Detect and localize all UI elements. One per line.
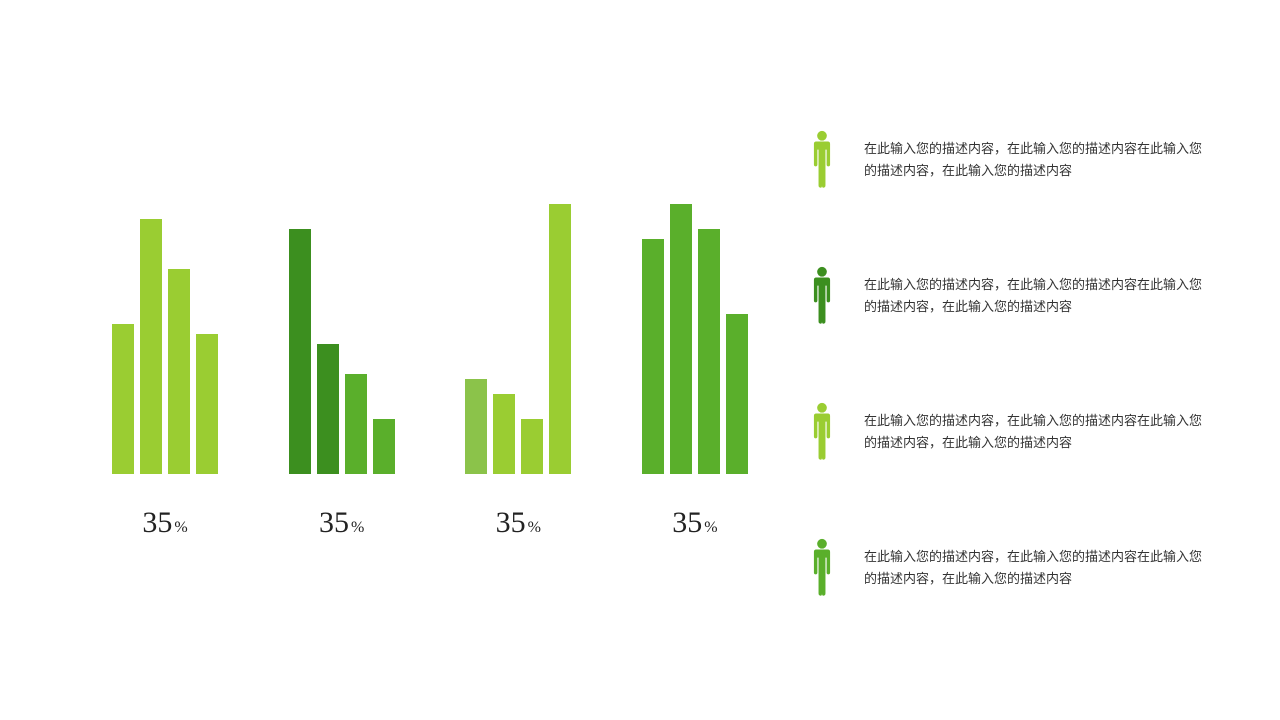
legend-row-0: 在此输入您的描述内容，在此输入您的描述内容在此输入您的描述内容，在此输入您的描述… — [808, 130, 1228, 190]
bar — [140, 219, 162, 474]
bar — [317, 344, 339, 474]
bar — [493, 394, 515, 474]
person-icon — [808, 130, 836, 190]
chart-label-suffix: % — [704, 519, 717, 536]
chart-group-1: 35% — [267, 200, 417, 540]
legend-text: 在此输入您的描述内容，在此输入您的描述内容在此输入您的描述内容，在此输入您的描述… — [864, 138, 1204, 182]
chart-label-number: 35 — [672, 506, 702, 539]
charts-area: 35%35%35%35% — [90, 200, 770, 540]
legend-text: 在此输入您的描述内容，在此输入您的描述内容在此输入您的描述内容，在此输入您的描述… — [864, 274, 1204, 318]
bar-container — [443, 200, 593, 474]
bar-container — [267, 200, 417, 474]
chart-group-2: 35% — [443, 200, 593, 540]
bar — [642, 239, 664, 474]
chart-label: 35% — [672, 506, 717, 540]
bar — [465, 379, 487, 474]
bar-container — [90, 200, 240, 474]
person-icon — [808, 538, 836, 598]
legend-row-3: 在此输入您的描述内容，在此输入您的描述内容在此输入您的描述内容，在此输入您的描述… — [808, 538, 1228, 598]
chart-label: 35% — [142, 506, 187, 540]
legend-row-1: 在此输入您的描述内容，在此输入您的描述内容在此输入您的描述内容，在此输入您的描述… — [808, 266, 1228, 326]
slide-canvas: 35%35%35%35% 在此输入您的描述内容，在此输入您的描述内容在此输入您的… — [0, 0, 1280, 720]
chart-label-suffix: % — [528, 519, 541, 536]
chart-group-0: 35% — [90, 200, 240, 540]
chart-group-3: 35% — [620, 200, 770, 540]
chart-label-suffix: % — [174, 519, 187, 536]
legend-row-2: 在此输入您的描述内容，在此输入您的描述内容在此输入您的描述内容，在此输入您的描述… — [808, 402, 1228, 462]
bar — [698, 229, 720, 474]
chart-label-number: 35 — [496, 506, 526, 539]
bar — [112, 324, 134, 474]
bar — [549, 204, 571, 474]
bar — [521, 419, 543, 474]
bar — [345, 374, 367, 474]
legend-text: 在此输入您的描述内容，在此输入您的描述内容在此输入您的描述内容，在此输入您的描述… — [864, 546, 1204, 590]
bar — [289, 229, 311, 474]
chart-label-suffix: % — [351, 519, 364, 536]
bar — [670, 204, 692, 474]
person-icon — [808, 266, 836, 326]
legend-text: 在此输入您的描述内容，在此输入您的描述内容在此输入您的描述内容，在此输入您的描述… — [864, 410, 1204, 454]
bar-container — [620, 200, 770, 474]
bar — [726, 314, 748, 474]
bar — [168, 269, 190, 474]
chart-label-number: 35 — [319, 506, 349, 539]
chart-label: 35% — [496, 506, 541, 540]
person-icon — [808, 402, 836, 462]
chart-label: 35% — [319, 506, 364, 540]
legend-area: 在此输入您的描述内容，在此输入您的描述内容在此输入您的描述内容，在此输入您的描述… — [808, 130, 1228, 598]
chart-label-number: 35 — [142, 506, 172, 539]
bar — [373, 419, 395, 474]
bar — [196, 334, 218, 474]
